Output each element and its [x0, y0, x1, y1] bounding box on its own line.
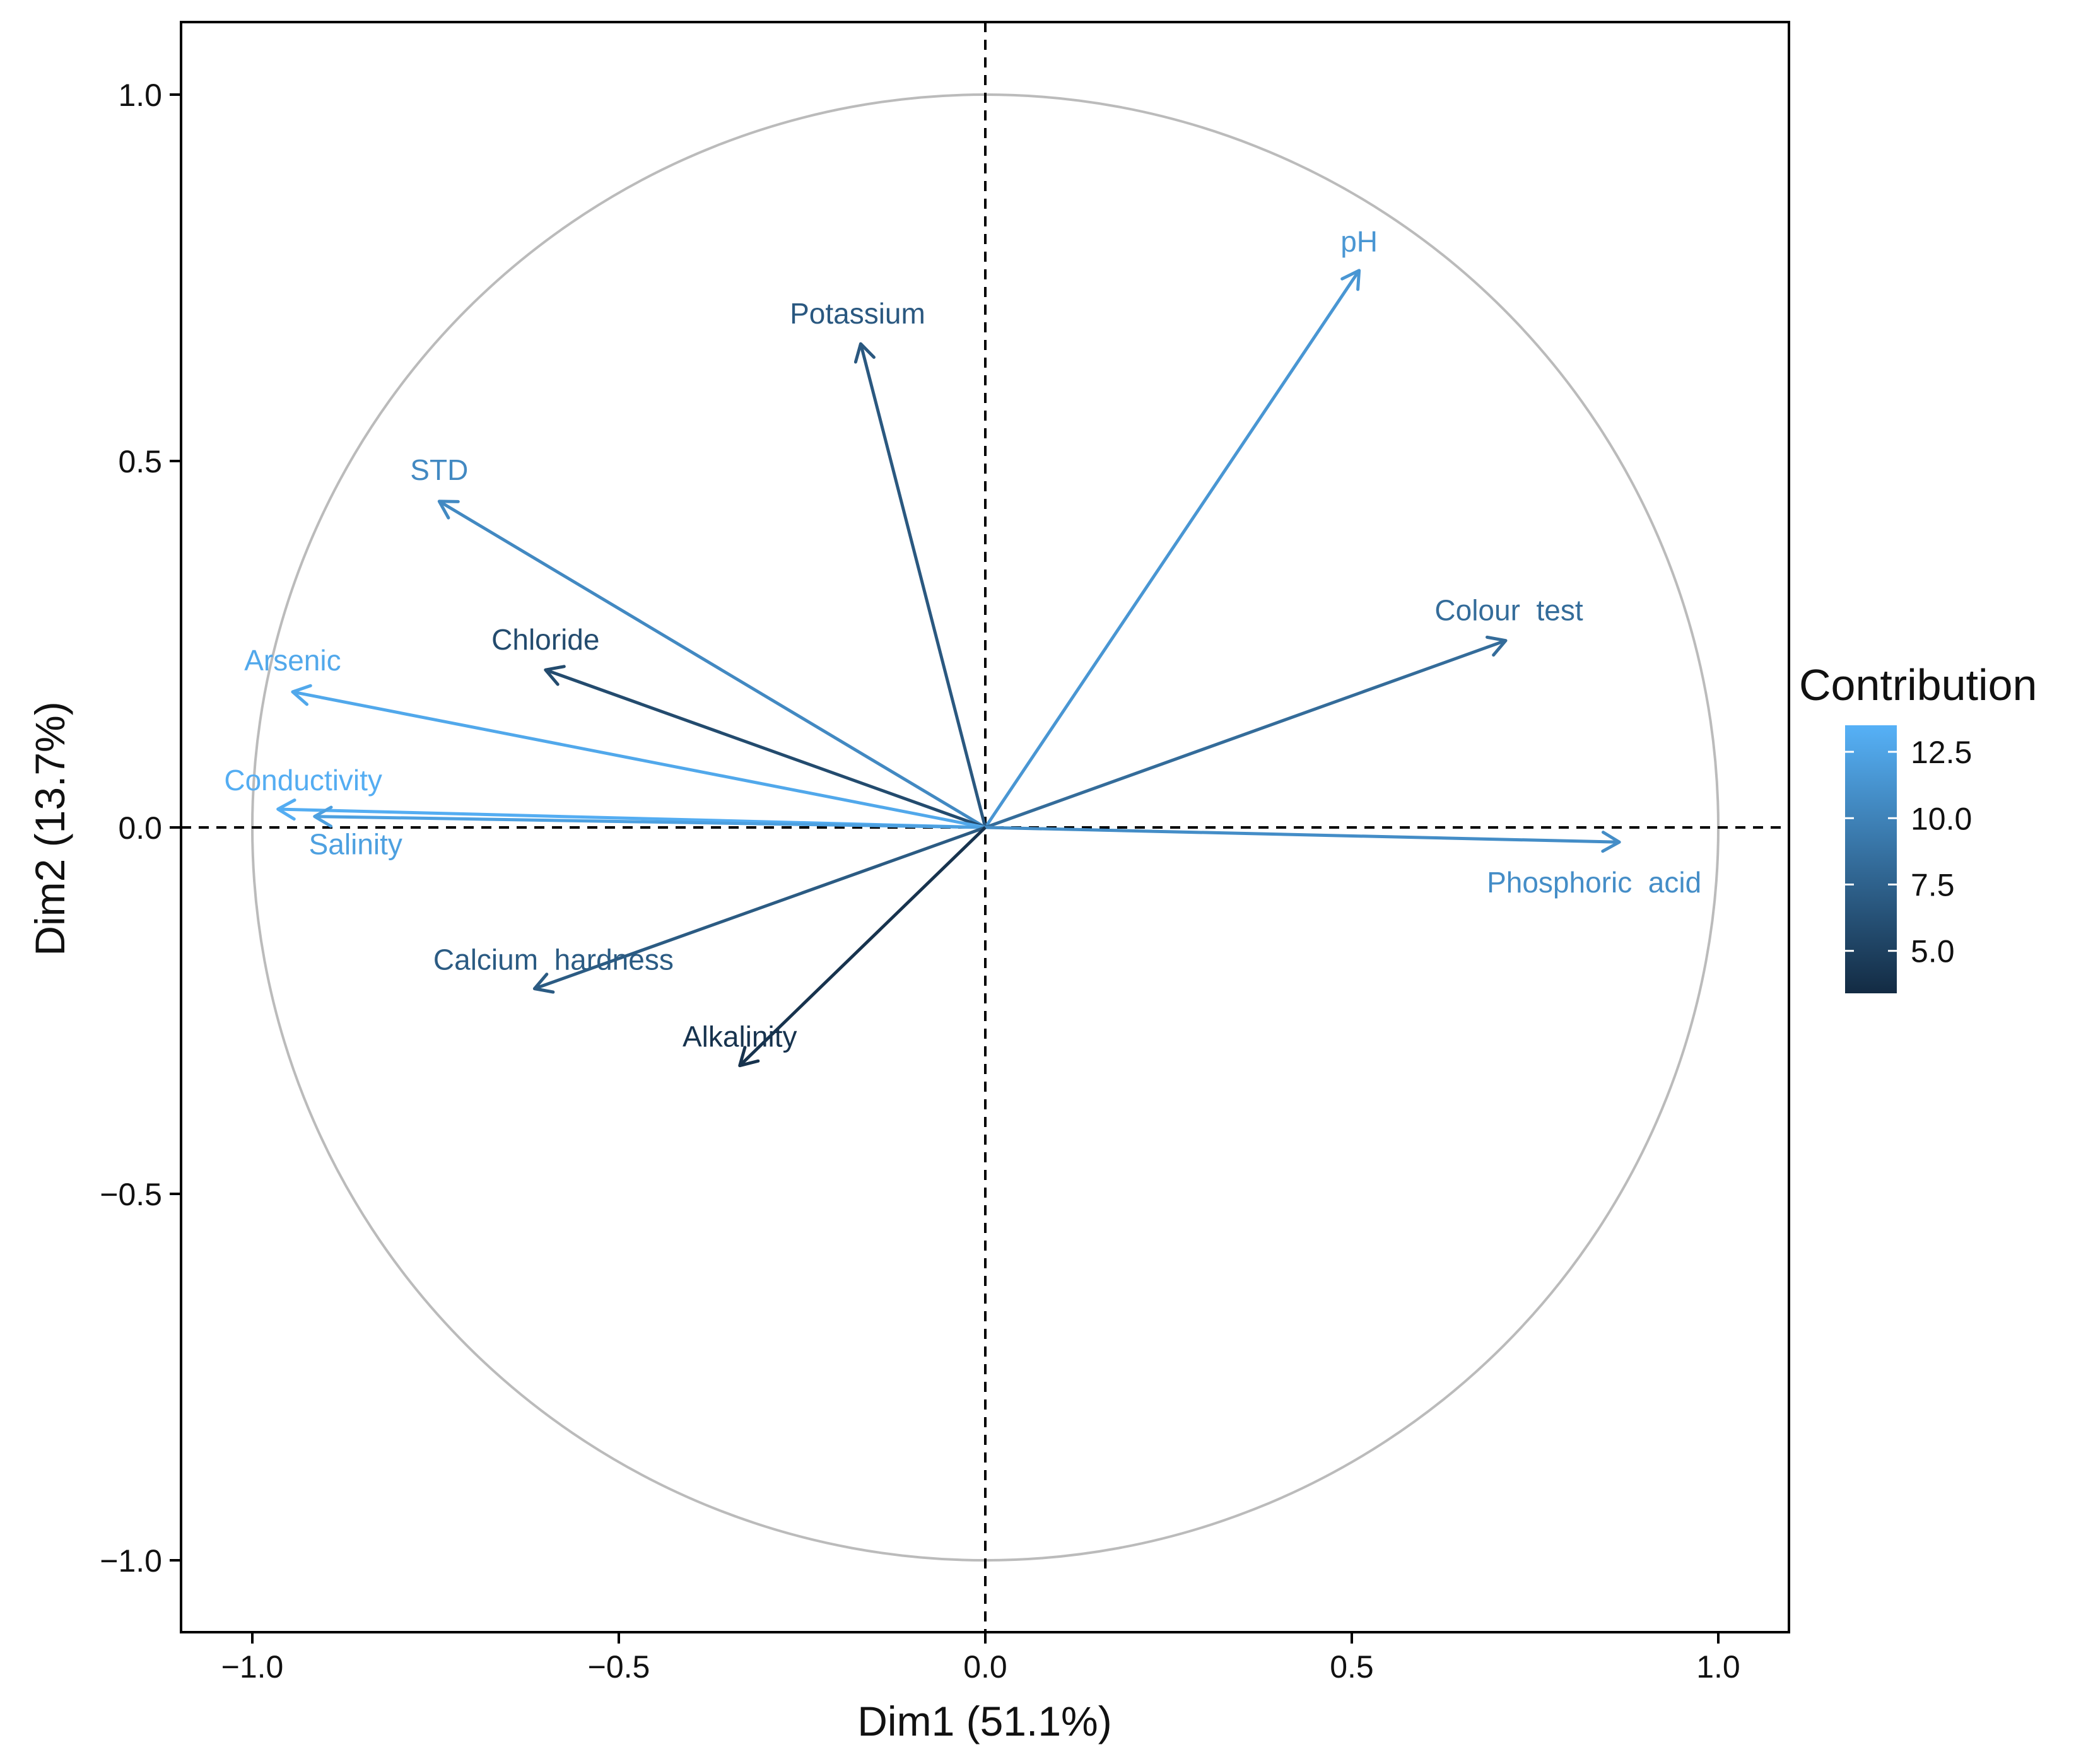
variable-label: pH: [1340, 225, 1378, 258]
arrow-head: [532, 973, 555, 994]
legend-tick-label: 10.0: [1911, 801, 1972, 836]
variable-arrow-colour-test: Colour test: [985, 594, 1583, 829]
x-axis-title: Dim1 (51.1%): [857, 1698, 1111, 1744]
variable-label: Potassium: [790, 297, 925, 330]
variable-arrow-alkalinity: Alkalinity: [683, 826, 987, 1068]
arrow-head: [1485, 635, 1508, 657]
x-tick-label: 1.0: [1696, 1649, 1740, 1685]
legend-tick-label: 12.5: [1911, 735, 1972, 770]
arrow-head: [437, 499, 460, 520]
legend-colorbar: [1845, 725, 1897, 993]
arrow-head: [853, 342, 876, 364]
variable-label: Chloride: [491, 623, 599, 656]
plot-area: pH Potassium STD Colour test Chloride Arsenic…: [180, 21, 1790, 1633]
arrow-shaft: [985, 826, 1620, 844]
variable-arrow-ph: pH: [983, 225, 1378, 829]
arrow-shaft: [544, 668, 986, 829]
x-tick-label: 0.0: [963, 1649, 1007, 1685]
variable-label: Conductivity: [224, 764, 382, 797]
variable-arrow-salinity: Salinity: [309, 805, 986, 861]
arrow-shaft: [292, 690, 986, 829]
arrow-shaft: [985, 639, 1506, 829]
variable-arrow-std: STD: [410, 453, 987, 829]
y-tick-label: 0.5: [118, 444, 162, 479]
y-axis-title: Dim2 (13.7%): [26, 701, 73, 955]
arrow-head: [1601, 831, 1621, 853]
arrow-shaft: [859, 343, 987, 828]
arrow-head: [544, 665, 566, 686]
variable-arrow-potassium: Potassium: [790, 297, 987, 828]
y-tick-label: 1.0: [118, 78, 162, 113]
y-tick-label: −1.0: [100, 1543, 162, 1579]
contribution-legend: Contribution 12.5 10.0 7.5 5.0: [1799, 660, 2037, 993]
variable-label: Calcium hardness: [433, 943, 674, 976]
legend-tick-label: 5.0: [1911, 934, 1955, 969]
x-tick-label: −0.5: [588, 1649, 650, 1685]
arrow-shaft: [738, 826, 987, 1067]
arrow-shaft: [534, 826, 986, 990]
variable-label: Colour test: [1434, 594, 1583, 627]
arrow-shaft: [983, 269, 1361, 829]
legend-title: Contribution: [1799, 660, 2037, 710]
arrow-head: [1340, 269, 1361, 291]
x-tick-label: −1.0: [221, 1649, 284, 1685]
variable-arrow-calcium-hardness: Calcium hardness: [433, 826, 986, 994]
arrow-head: [291, 684, 312, 706]
variable-label: STD: [410, 453, 468, 486]
x-tick-label: 0.5: [1330, 1649, 1374, 1685]
variable-label: Alkalinity: [683, 1020, 797, 1053]
variable-label: Salinity: [309, 828, 402, 861]
variable-arrow-arsenic: Arsenic: [244, 644, 986, 829]
arrow-head: [313, 805, 333, 828]
x-axis: −1.0 −0.5 0.0 0.5 1.0: [221, 1632, 1740, 1685]
arrow-shaft: [438, 499, 987, 829]
arrow-shaft: [314, 815, 986, 829]
legend-tick-label: 7.5: [1911, 867, 1955, 902]
y-tick-label: 0.0: [118, 810, 162, 846]
arrow-head: [276, 798, 296, 821]
legend-ticks: 12.5 10.0 7.5 5.0: [1845, 735, 1972, 969]
y-axis: −1.0 −0.5 0.0 0.5 1.0: [100, 78, 181, 1579]
arrow-head: [738, 1046, 760, 1068]
y-tick-label: −0.5: [100, 1177, 162, 1212]
variable-label: Arsenic: [244, 644, 341, 677]
variable-arrow-phosphoric-acid: Phosphoric acid: [985, 826, 1701, 899]
variable-label: Phosphoric acid: [1487, 866, 1701, 899]
variable-arrow-chloride: Chloride: [491, 623, 986, 829]
